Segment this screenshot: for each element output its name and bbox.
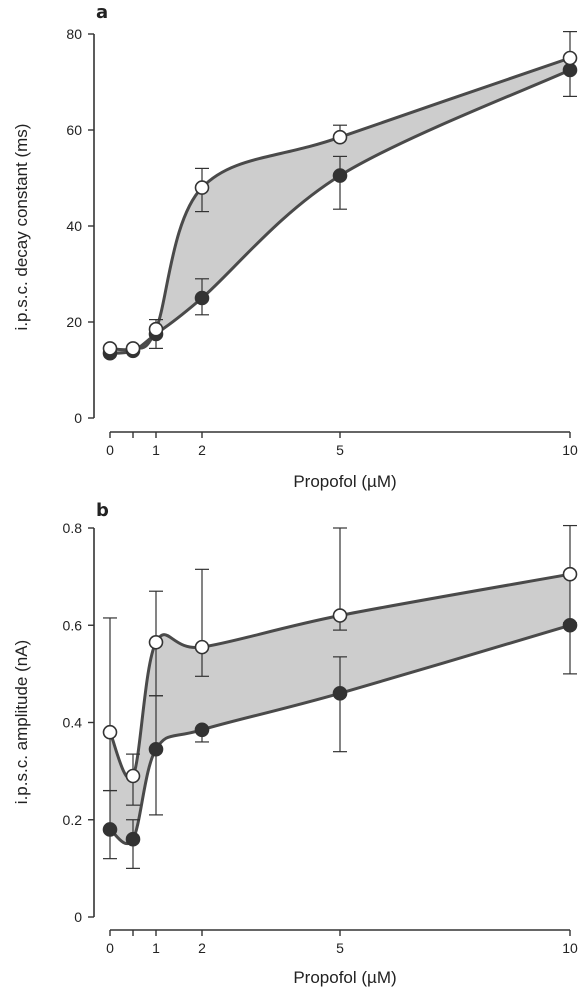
filled-circle-point	[562, 62, 578, 78]
panel-label: b	[96, 500, 109, 521]
x-tick-label: 0	[106, 940, 114, 956]
x-tick-label: 2	[198, 442, 206, 458]
x-axis-label: Propofol (µM)	[293, 968, 396, 987]
y-axis-label: i.p.s.c. decay constant (ms)	[12, 124, 31, 331]
y-tick-label: 60	[66, 122, 82, 138]
x-tick-label: 1	[152, 940, 160, 956]
x-tick-label: 2	[198, 940, 206, 956]
x-tick-label: 5	[336, 442, 344, 458]
x-axis-label: Propofol (µM)	[293, 472, 396, 491]
y-tick-label: 80	[66, 26, 82, 42]
filled-circle-point	[148, 741, 164, 757]
y-tick-label: 0	[74, 410, 82, 426]
open-circle-point	[102, 341, 118, 356]
filled-circle-point	[125, 831, 141, 847]
filled-circle-point	[194, 290, 210, 306]
open-circle-point	[125, 341, 141, 356]
open-circle-point	[194, 180, 210, 195]
panel-b: b i.p.s.c. amplitude (nA) Propofol (µM) …	[12, 500, 578, 987]
open-circle-point	[194, 639, 210, 655]
y-tick-label: 0.8	[63, 520, 83, 536]
x-tick-label: 10	[562, 442, 578, 458]
open-circle-point	[562, 566, 578, 582]
open-circle-point	[125, 768, 141, 784]
filled-circle-point	[332, 168, 348, 183]
x-tick-label: 1	[152, 442, 160, 458]
open-circle-point	[148, 321, 164, 337]
shaded-region	[110, 574, 570, 844]
open-circle-point	[332, 129, 348, 145]
filled-circle-point	[332, 686, 348, 701]
filled-circle-point	[194, 722, 210, 738]
open-circle-point	[148, 634, 164, 650]
panel-label: a	[96, 2, 108, 23]
y-axis-label: i.p.s.c. amplitude (nA)	[12, 640, 31, 804]
y-tick-label: 20	[66, 314, 82, 330]
open-circle-point	[562, 50, 578, 66]
x-tick-label: 5	[336, 940, 344, 956]
filled-circle-point	[562, 617, 578, 633]
filled-circle-point	[102, 822, 118, 837]
y-tick-label: 0.2	[63, 812, 83, 828]
y-tick-label: 0.6	[63, 617, 83, 633]
open-circle-point	[332, 608, 348, 623]
x-tick-label: 0	[106, 442, 114, 458]
open-circle-point	[102, 724, 118, 740]
y-tick-label: 0	[74, 909, 82, 925]
y-tick-label: 0.4	[63, 715, 83, 731]
y-tick-label: 40	[66, 218, 82, 234]
x-tick-label: 10	[562, 940, 578, 956]
panel-a: a i.p.s.c. decay constant (ms) Propofol …	[12, 2, 578, 491]
